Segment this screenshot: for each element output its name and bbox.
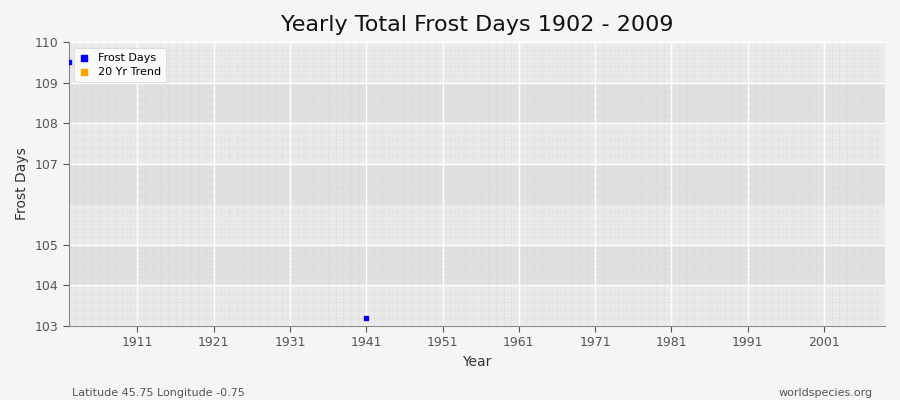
- Title: Yearly Total Frost Days 1902 - 2009: Yearly Total Frost Days 1902 - 2009: [281, 15, 673, 35]
- Legend: Frost Days, 20 Yr Trend: Frost Days, 20 Yr Trend: [75, 48, 166, 82]
- Text: worldspecies.org: worldspecies.org: [778, 388, 873, 398]
- Frost Days: [61, 59, 76, 66]
- X-axis label: Year: Year: [463, 355, 491, 369]
- Y-axis label: Frost Days: Frost Days: [15, 148, 29, 220]
- Text: Latitude 45.75 Longitude -0.75: Latitude 45.75 Longitude -0.75: [72, 388, 245, 398]
- Frost Days: [359, 315, 374, 321]
- Bar: [68, 42, 885, 83]
- Bar: [68, 245, 885, 286]
- Bar: [68, 164, 885, 204]
- Bar: [68, 83, 885, 123]
- Bar: [68, 123, 885, 164]
- Bar: [68, 286, 885, 326]
- Bar: [68, 204, 885, 245]
